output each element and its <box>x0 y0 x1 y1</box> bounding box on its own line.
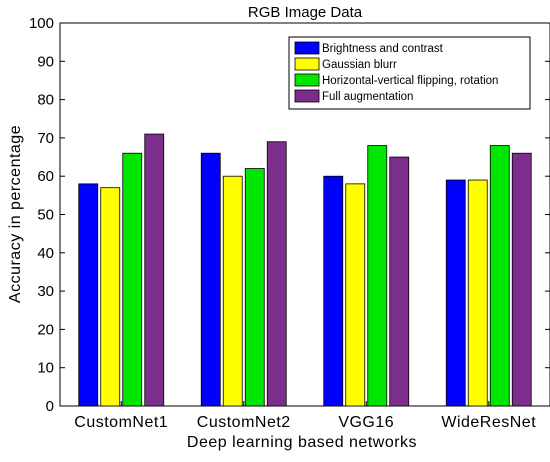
legend-swatch <box>294 73 320 87</box>
bar <box>345 183 366 407</box>
legend-swatch <box>294 57 320 71</box>
y-tick-label: 0 <box>46 398 54 415</box>
y-tick-label: 90 <box>37 53 54 70</box>
y-tick-label: 80 <box>37 92 54 109</box>
x-axis: CustomNet1 CustomNet2 VGG16 WideResNet <box>74 401 536 431</box>
x-tick-label: WideResNet <box>441 414 536 431</box>
y-axis: 0 10 20 30 40 50 60 70 80 90 100 <box>29 15 550 415</box>
y-tick-label: 30 <box>37 283 54 300</box>
y-axis-label: Accuracy in percentage <box>7 125 24 303</box>
x-tick-label: VGG16 <box>338 414 394 431</box>
bar <box>200 152 221 407</box>
bar <box>445 179 466 407</box>
bar <box>144 133 165 407</box>
bar <box>100 187 121 407</box>
x-tick-label: CustomNet2 <box>197 414 291 431</box>
x-tick-label: CustomNet1 <box>74 414 168 431</box>
y-tick-label: 20 <box>37 321 54 338</box>
legend-label: Brightness and contrast <box>322 43 444 55</box>
bars-group <box>78 133 532 407</box>
bar <box>244 168 265 407</box>
bar <box>467 179 488 407</box>
y-tick-label: 10 <box>37 360 54 377</box>
y-tick-label: 50 <box>37 207 54 224</box>
legend-label: Horizontal-vertical flipping, rotation <box>322 75 498 87</box>
x-axis-label: Deep learning based networks <box>187 434 417 451</box>
legend-label: Gaussian blurr <box>322 59 397 71</box>
y-tick-label: 60 <box>37 168 54 185</box>
chart-title: RGB Image Data <box>248 4 363 21</box>
bar <box>266 141 287 407</box>
bar <box>222 175 243 407</box>
y-tick-label: 40 <box>37 245 54 262</box>
legend-box <box>288 36 531 110</box>
bar <box>489 145 510 407</box>
legend-label: Full augmentation <box>322 91 413 103</box>
legend-swatch <box>294 89 320 103</box>
bar <box>389 156 410 407</box>
bar <box>122 152 143 407</box>
bar <box>78 183 99 407</box>
legend: Brightness and contrast Gaussian blurr Hor… <box>288 36 531 110</box>
y-tick-label: 100 <box>29 15 54 32</box>
bar <box>511 152 532 407</box>
bar <box>367 145 388 407</box>
y-tick-label: 70 <box>37 130 54 147</box>
bar <box>323 175 344 407</box>
legend-swatch <box>294 41 320 55</box>
